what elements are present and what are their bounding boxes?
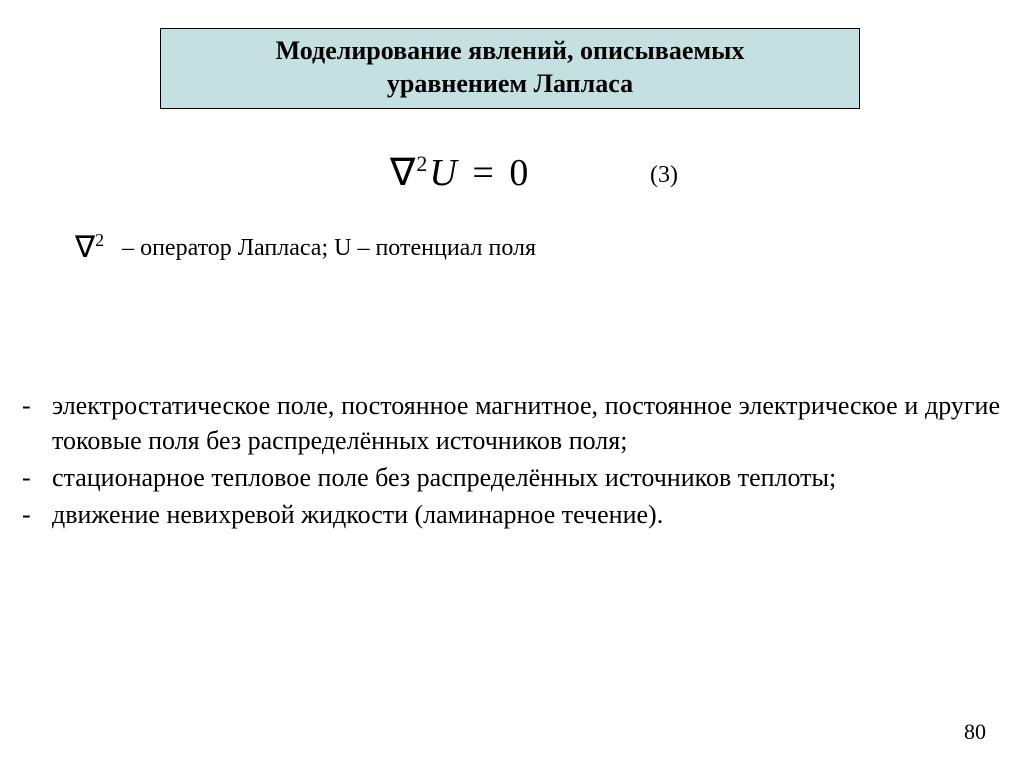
legend-nabla: ∇2 (75, 230, 104, 265)
legend-text: – оператор Лапласа; U – потенциал поля (116, 235, 536, 261)
bullet-dash: - (20, 460, 52, 495)
page-number: 80 (964, 719, 986, 745)
equation-row: ∇2U = 0 (3) (0, 150, 1024, 210)
list-item: - стационарное тепловое поле без распред… (20, 460, 1000, 495)
bullet-list: - электростатическое поле, постоянное ма… (20, 388, 1000, 534)
bullet-dash: - (20, 388, 52, 458)
laplace-equation: ∇2U = 0 (390, 150, 528, 195)
nabla-exponent: 2 (416, 151, 427, 176)
list-item: - электростатическое поле, постоянное ма… (20, 388, 1000, 458)
list-item-text: движение невихревой жидкости (ламинарное… (52, 497, 1000, 532)
nabla-symbol: ∇ (390, 152, 415, 194)
title-line2: уравнением Лапласа (387, 69, 633, 98)
legend-line: ∇2 – оператор Лапласа; U – потенциал пол… (75, 230, 536, 265)
equation-variable: U (429, 152, 456, 194)
equation-number: (3) (650, 162, 678, 189)
bullet-dash: - (20, 497, 52, 532)
list-item: - движение невихревой жидкости (ламинарн… (20, 497, 1000, 532)
equals-sign: = (472, 152, 493, 194)
title-box: Моделирование явлений, описываемых уравн… (160, 28, 860, 109)
list-item-text: электростатическое поле, постоянное магн… (52, 388, 1000, 458)
title-line1: Моделирование явлений, описываемых (276, 36, 745, 65)
equation-rhs: 0 (509, 152, 528, 194)
slide: Моделирование явлений, описываемых уравн… (0, 0, 1024, 767)
list-item-text: стационарное тепловое поле без распредел… (52, 460, 1000, 495)
